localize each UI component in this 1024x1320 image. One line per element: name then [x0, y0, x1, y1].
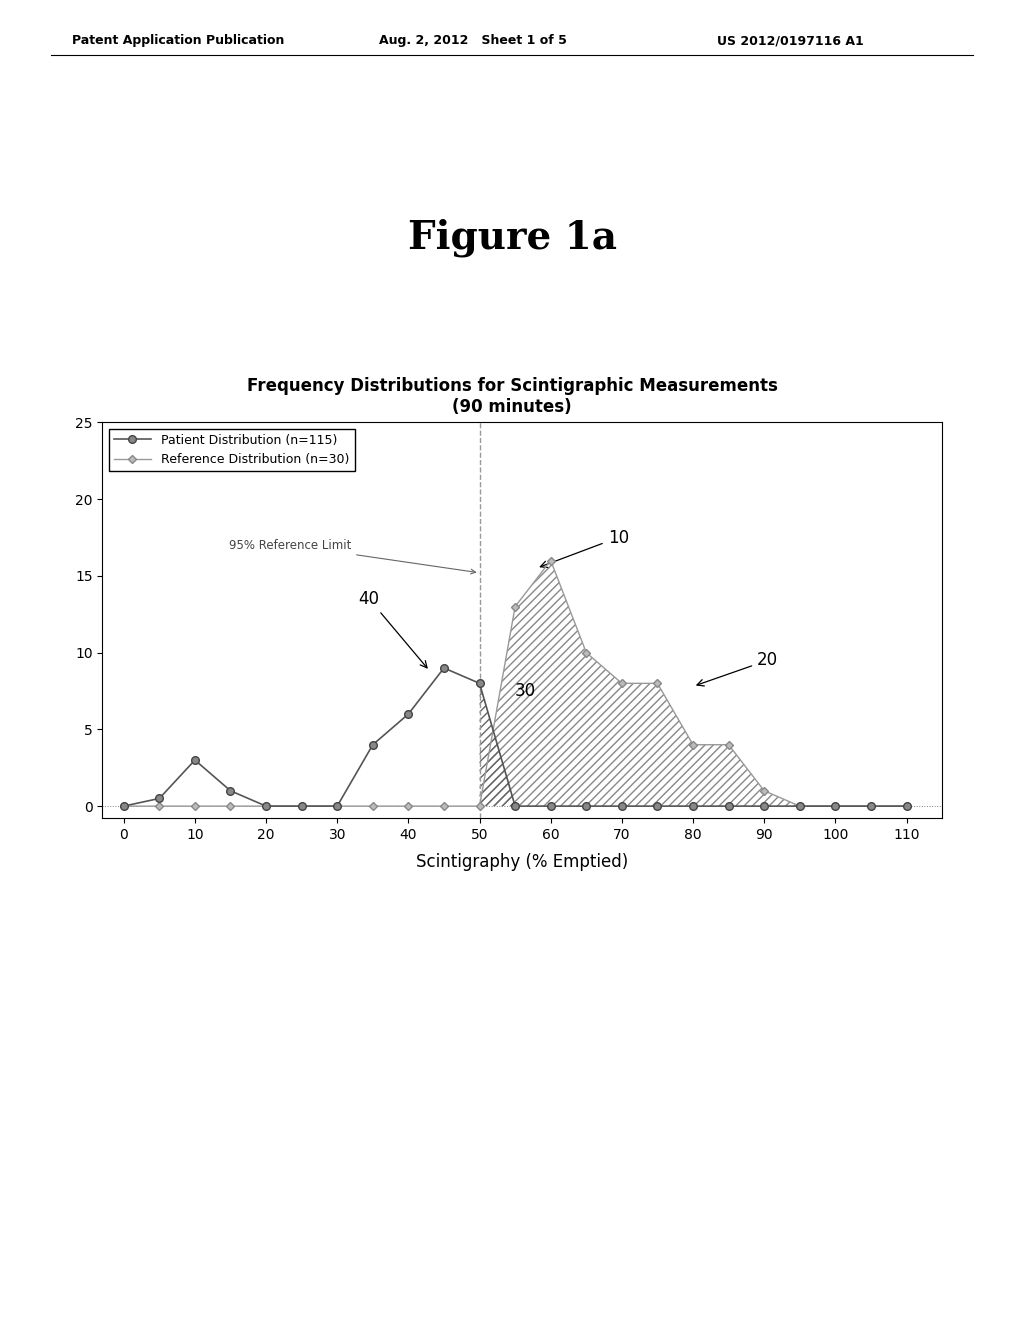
Reference Distribution (n=30)	[581, 644, 593, 660]
Reference Distribution (n=30)	[260, 799, 272, 814]
Patient Distribution (n=115)	[331, 799, 343, 814]
Reference Distribution (n=30)	[758, 783, 770, 799]
Reference Distribution (n=30)	[509, 599, 521, 615]
Reference Distribution (n=30)	[794, 799, 806, 814]
Patient Distribution (n=115)	[687, 799, 699, 814]
Text: US 2012/0197116 A1: US 2012/0197116 A1	[717, 34, 863, 48]
Line: Reference Distribution (n=30): Reference Distribution (n=30)	[121, 557, 909, 809]
Patient Distribution (n=115)	[402, 706, 415, 722]
Patient Distribution (n=115)	[367, 737, 379, 752]
Reference Distribution (n=30)	[723, 737, 735, 752]
Patient Distribution (n=115)	[188, 752, 201, 768]
Reference Distribution (n=30)	[651, 676, 664, 692]
Patient Distribution (n=115)	[509, 799, 521, 814]
Reference Distribution (n=30)	[296, 799, 308, 814]
Patient Distribution (n=115)	[865, 799, 878, 814]
Reference Distribution (n=30)	[829, 799, 842, 814]
Reference Distribution (n=30)	[331, 799, 343, 814]
Text: 10: 10	[541, 528, 629, 568]
Reference Distribution (n=30)	[118, 799, 130, 814]
Patient Distribution (n=115)	[615, 799, 628, 814]
Legend: Patient Distribution (n=115), Reference Distribution (n=30): Patient Distribution (n=115), Reference …	[109, 429, 354, 471]
Patient Distribution (n=115)	[296, 799, 308, 814]
Text: 30: 30	[515, 682, 537, 700]
Patient Distribution (n=115)	[723, 799, 735, 814]
Text: 40: 40	[358, 590, 427, 668]
Patient Distribution (n=115)	[118, 799, 130, 814]
Text: Figure 1a: Figure 1a	[408, 218, 616, 257]
Line: Patient Distribution (n=115): Patient Distribution (n=115)	[120, 664, 910, 810]
Patient Distribution (n=115)	[545, 799, 557, 814]
Patient Distribution (n=115)	[900, 799, 912, 814]
X-axis label: Scintigraphy (% Emptied): Scintigraphy (% Emptied)	[416, 853, 629, 871]
Patient Distribution (n=115)	[260, 799, 272, 814]
Reference Distribution (n=30)	[367, 799, 379, 814]
Patient Distribution (n=115)	[651, 799, 664, 814]
Patient Distribution (n=115)	[758, 799, 770, 814]
Reference Distribution (n=30)	[188, 799, 201, 814]
Patient Distribution (n=115)	[473, 676, 485, 692]
Text: Patent Application Publication: Patent Application Publication	[72, 34, 284, 48]
Reference Distribution (n=30)	[224, 799, 237, 814]
Patient Distribution (n=115)	[224, 783, 237, 799]
Patient Distribution (n=115)	[581, 799, 593, 814]
Patient Distribution (n=115)	[794, 799, 806, 814]
Reference Distribution (n=30)	[900, 799, 912, 814]
Reference Distribution (n=30)	[154, 799, 166, 814]
Patient Distribution (n=115)	[438, 660, 451, 676]
Patient Distribution (n=115)	[154, 791, 166, 807]
Reference Distribution (n=30)	[473, 799, 485, 814]
Reference Distribution (n=30)	[402, 799, 415, 814]
Reference Distribution (n=30)	[545, 553, 557, 569]
Text: 95% Reference Limit: 95% Reference Limit	[229, 539, 475, 574]
Reference Distribution (n=30)	[438, 799, 451, 814]
Text: Frequency Distributions for Scintigraphic Measurements
(90 minutes): Frequency Distributions for Scintigraphi…	[247, 378, 777, 416]
Text: 20: 20	[697, 651, 778, 686]
Text: Aug. 2, 2012   Sheet 1 of 5: Aug. 2, 2012 Sheet 1 of 5	[379, 34, 566, 48]
Reference Distribution (n=30)	[687, 737, 699, 752]
Patient Distribution (n=115)	[829, 799, 842, 814]
Reference Distribution (n=30)	[865, 799, 878, 814]
Reference Distribution (n=30)	[615, 676, 628, 692]
